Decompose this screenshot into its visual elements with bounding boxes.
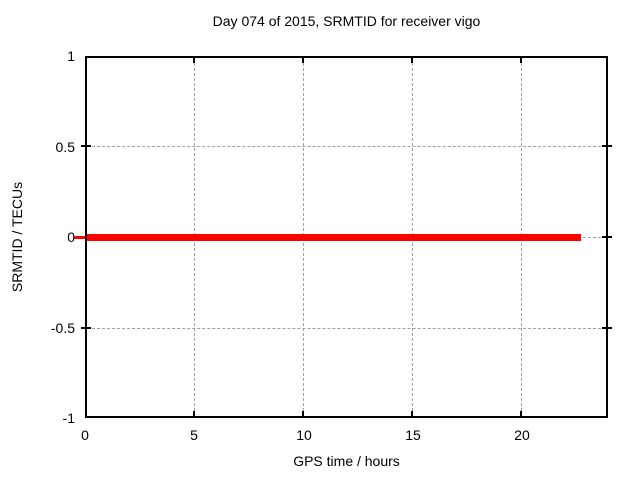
x-axis-label: GPS time / hours <box>293 453 400 469</box>
tick-top-x-10 <box>302 58 304 63</box>
tick-top-x-15 <box>411 58 413 63</box>
x-tick-label-20: 20 <box>514 427 530 443</box>
data-series-line <box>87 234 581 241</box>
y-tick-label-0: 0 <box>67 229 75 245</box>
chart-title: Day 074 of 2015, SRMTID for receiver vig… <box>212 13 481 29</box>
y-tick-label-m1: -1 <box>62 410 75 426</box>
data-series-line-left-stub <box>74 236 85 239</box>
tick-bottom-x-5 <box>193 411 195 416</box>
tick-bottom-x-20 <box>520 411 522 416</box>
tick-right-y-m0p5 <box>602 327 612 329</box>
x-tick-label-15: 15 <box>405 427 421 443</box>
plot-area <box>74 56 612 418</box>
y-tick-label-0p5: 0.5 <box>55 139 75 155</box>
x-tick-label-0: 0 <box>81 427 89 443</box>
gridline-y-0p5 <box>87 146 606 147</box>
tick-left-y-0p5 <box>81 145 91 147</box>
tick-right-y-0 <box>602 236 612 238</box>
x-tick-label-10: 10 <box>296 427 312 443</box>
tick-top-x-20 <box>520 58 522 63</box>
y-tick-label-m0p5: -0.5 <box>50 320 75 336</box>
x-tick-label-5: 5 <box>190 427 198 443</box>
tick-bottom-x-10 <box>302 411 304 416</box>
tick-top-x-5 <box>193 58 195 63</box>
y-axis-label: SRMTID / TECUs <box>9 181 25 293</box>
y-tick-label-1: 1 <box>67 48 75 64</box>
tick-right-y-0p5 <box>602 145 612 147</box>
gridline-y-m0p5 <box>87 328 606 329</box>
tick-bottom-x-15 <box>411 411 413 416</box>
tick-left-y-m0p5 <box>81 327 91 329</box>
